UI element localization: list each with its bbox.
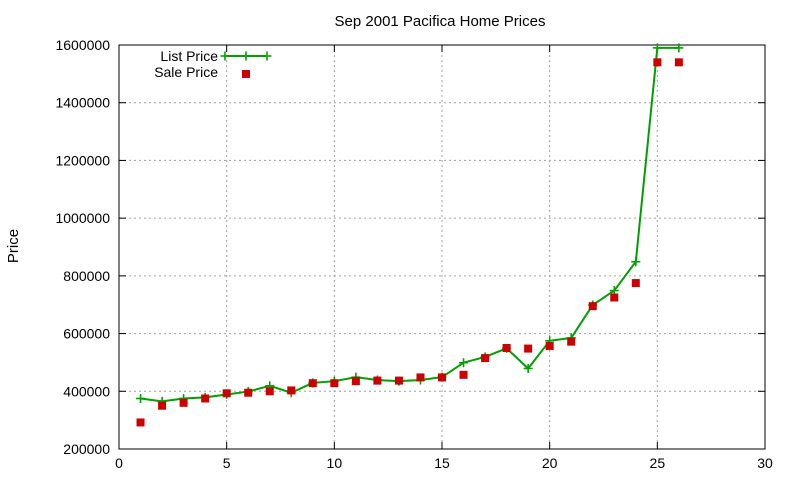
series-sale-price (136, 58, 683, 427)
y-tick-label: 800000 (63, 268, 110, 284)
data-point (179, 398, 188, 407)
y-tick-label: 200000 (63, 441, 110, 457)
x-tick-label: 30 (757, 455, 773, 471)
y-tick-label: 1400000 (55, 95, 110, 111)
data-point (136, 394, 146, 403)
y-tick-label: 1200000 (55, 152, 110, 168)
data-point (545, 341, 554, 350)
data-point (222, 389, 231, 398)
data-point (416, 373, 425, 382)
data-point (201, 394, 210, 403)
data-point (481, 354, 490, 363)
data-point (351, 377, 360, 386)
data-point (394, 376, 403, 385)
legend-marker (220, 51, 230, 61)
legend-marker (241, 51, 251, 61)
legend-label: Sale Price (154, 64, 218, 80)
y-axis-label: Price (5, 229, 22, 263)
data-point (330, 379, 339, 388)
data-point (308, 379, 317, 388)
data-point (158, 401, 167, 410)
tick-labels: 0 5 10 15 20 25 30 200000 400000 600000 800000 1000… (55, 37, 773, 471)
data-point (652, 43, 662, 53)
data-point (631, 257, 641, 267)
x-tick-label: 20 (542, 455, 558, 471)
series-line (140, 46, 679, 403)
data-point (459, 370, 468, 379)
x-tick-label: 25 (650, 455, 666, 471)
grid-lines (119, 45, 765, 449)
legend-marker (262, 51, 272, 61)
data-point (502, 344, 511, 352)
data-point (588, 302, 597, 311)
data-point (136, 418, 145, 427)
axes (118, 44, 766, 450)
x-tick-label: 15 (434, 455, 450, 471)
legend-label: List Price (160, 48, 218, 64)
legend-marker (242, 70, 250, 78)
series-list-price (136, 43, 684, 406)
x-tick-label: 5 (223, 455, 231, 471)
data-point (373, 376, 382, 385)
data-point (287, 386, 296, 395)
y-tick-label: 400000 (63, 383, 110, 399)
chart-title: Sep 2001 Pacifica Home Prices (335, 13, 546, 30)
data-series (136, 43, 684, 427)
data-point (653, 58, 662, 67)
x-tick-label: 0 (115, 455, 123, 471)
data-point (459, 358, 469, 368)
y-tick-label: 600000 (63, 326, 110, 342)
data-point (674, 43, 684, 53)
data-point (244, 388, 253, 397)
data-point (523, 363, 533, 373)
data-point (567, 337, 576, 346)
x-tick-label: 10 (327, 455, 343, 471)
data-point (631, 279, 640, 288)
y-tick-label: 1600000 (55, 37, 110, 53)
data-point (265, 387, 274, 396)
y-tick-label: 1000000 (55, 210, 110, 226)
data-point (524, 344, 533, 353)
data-point (674, 58, 683, 67)
data-point (438, 373, 446, 382)
data-point (610, 293, 619, 302)
